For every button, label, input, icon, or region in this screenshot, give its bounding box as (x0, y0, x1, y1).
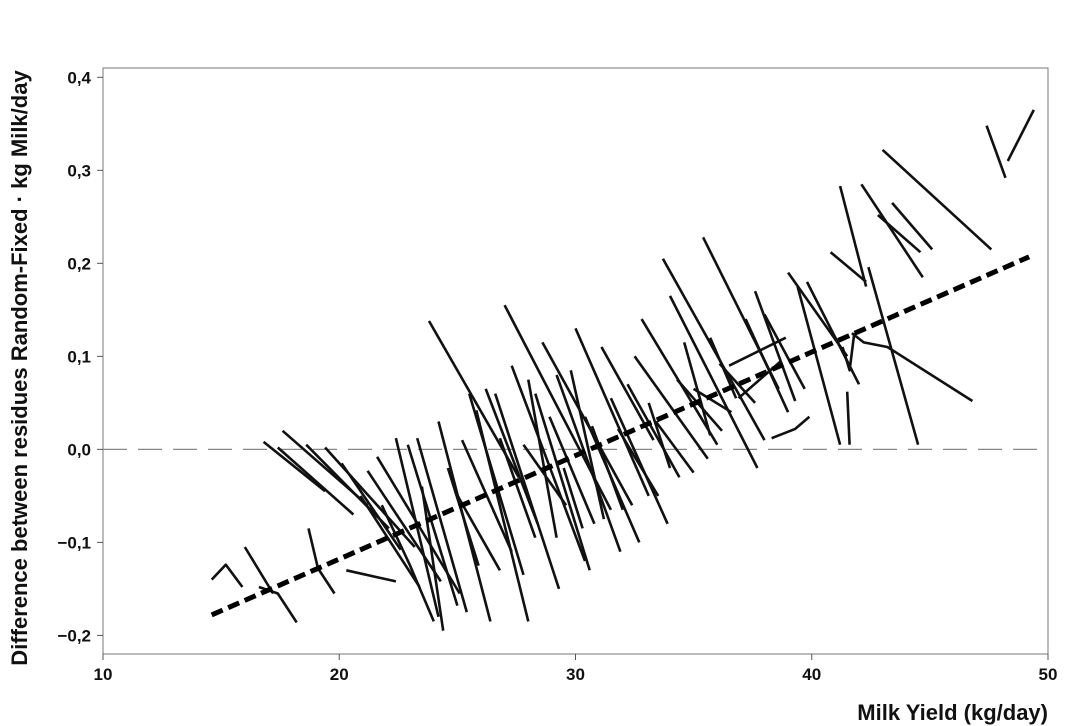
data-segment (609, 397, 669, 525)
data-segment (276, 446, 355, 516)
data-segment (633, 355, 709, 460)
plot-frame (102, 67, 1049, 655)
y-tick-label: 0,3 (67, 161, 91, 180)
data-segment (366, 470, 442, 583)
data-segment (654, 420, 695, 474)
data-segment (985, 125, 1007, 179)
data-segment (668, 295, 759, 469)
data-segment (510, 365, 587, 562)
x-tick-label: 50 (1039, 665, 1058, 684)
data-segment (877, 214, 922, 254)
data-segment (406, 444, 459, 606)
data-segment (796, 286, 842, 446)
data-segment (415, 437, 469, 613)
data-segment (210, 563, 244, 588)
data-segment (845, 391, 851, 445)
data-segment (661, 258, 766, 441)
data-segment (771, 415, 811, 440)
data-segment (1006, 109, 1035, 162)
x-tick-label: 30 (566, 665, 585, 684)
data-segment (446, 467, 480, 566)
data-segment (420, 486, 445, 631)
x-axis-title: Milk Yield (kg/day) (857, 700, 1048, 725)
data-segment (841, 332, 856, 372)
data-segment (548, 416, 596, 525)
x-axis: 10 20 30 40 50 (94, 654, 1058, 684)
y-tick-label: 0,0 (67, 440, 91, 459)
data-segment (562, 467, 584, 529)
data-segment (763, 313, 806, 390)
data-segment (498, 437, 537, 539)
data-segment (829, 251, 867, 283)
y-tick-label: −0,1 (57, 533, 91, 552)
x-tick-label: 40 (802, 665, 821, 684)
data-segment (262, 440, 326, 493)
data-segment (718, 362, 757, 404)
data-segment (682, 342, 712, 436)
x-tick-label: 10 (94, 665, 113, 684)
data-segment (851, 332, 974, 403)
data-segment (805, 281, 861, 385)
trend-line (210, 254, 1031, 618)
data-segment (728, 336, 787, 367)
data-segment (574, 327, 650, 497)
data-segment (692, 387, 733, 414)
y-tick-label: 0,4 (67, 68, 91, 87)
data-segment (838, 185, 868, 287)
data-segment (493, 393, 561, 590)
data-segment (590, 425, 625, 511)
data-segment (616, 428, 660, 497)
y-tick-label: 0,1 (67, 347, 91, 366)
data-segment (676, 378, 723, 432)
data-segment (359, 495, 421, 588)
data-segment (534, 393, 591, 571)
data-segment (891, 202, 934, 251)
data-segment (380, 504, 435, 622)
data-segment (626, 383, 681, 478)
data-segment (647, 402, 672, 469)
data-segment (555, 374, 622, 553)
data-segments (210, 109, 1035, 631)
y-tick-label: −0,2 (57, 626, 91, 645)
data-segment (340, 462, 402, 551)
data-segment (569, 370, 606, 520)
y-tick-label: 0,2 (67, 254, 91, 273)
data-segment (346, 569, 397, 583)
y-axis: −0,2 −0,1 0,0 0,1 0,2 0,3 0,4 (57, 68, 103, 645)
data-segment (243, 546, 275, 595)
data-segment (744, 318, 790, 413)
data-segment (753, 290, 797, 402)
x-tick-label: 20 (330, 665, 349, 684)
data-segment (467, 393, 525, 576)
data-segment (860, 183, 924, 279)
y-axis-title: Difference between residues Random-Fixed… (7, 70, 32, 666)
data-segment (527, 379, 558, 538)
data-segment (475, 409, 530, 622)
data-segment (881, 148, 993, 251)
data-segment (867, 266, 920, 446)
